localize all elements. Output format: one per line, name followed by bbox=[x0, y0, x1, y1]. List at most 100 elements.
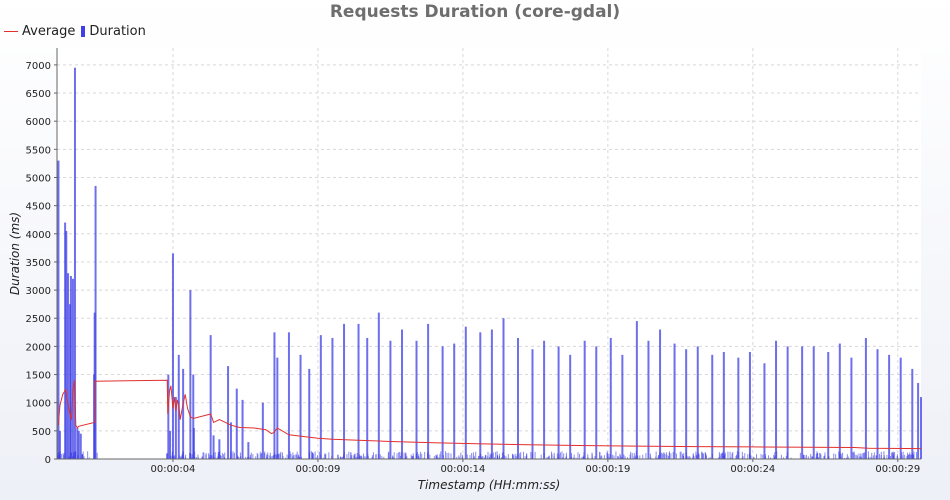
duration-bar bbox=[174, 397, 177, 459]
duration-bar bbox=[319, 335, 322, 459]
x-axis-ticks: 00:00:04 00:00:09 00:00:14 00:00:19 00:00:24… bbox=[151, 459, 920, 475]
legend-duration-label: Duration bbox=[89, 24, 146, 39]
duration-bar bbox=[876, 349, 879, 459]
duration-bar bbox=[775, 340, 778, 459]
grid-lines bbox=[57, 48, 921, 459]
duration-bar bbox=[812, 346, 815, 459]
y-tick-label: 5000 bbox=[26, 173, 51, 184]
duration-bar bbox=[635, 321, 638, 459]
duration-bar bbox=[73, 67, 76, 460]
duration-bar bbox=[920, 397, 922, 459]
duration-bar bbox=[827, 352, 830, 459]
duration-bar bbox=[366, 337, 369, 459]
duration-bar bbox=[899, 357, 902, 459]
duration-bar bbox=[167, 374, 170, 459]
y-tick-label: 3500 bbox=[26, 258, 51, 269]
duration-bar bbox=[595, 346, 598, 459]
average-line-swatch bbox=[4, 31, 18, 32]
duration-bar bbox=[441, 346, 444, 459]
duration-bar bbox=[171, 253, 174, 459]
duration-bar bbox=[69, 276, 72, 459]
duration-bar-swatch bbox=[81, 26, 86, 37]
y-tick-label: 1000 bbox=[26, 399, 51, 410]
duration-bar bbox=[166, 453, 169, 459]
duration-bar bbox=[415, 340, 418, 459]
duration-bar bbox=[377, 312, 380, 459]
duration-bar bbox=[241, 399, 244, 459]
duration-bar bbox=[76, 428, 79, 459]
duration-bar bbox=[218, 439, 221, 459]
duration-bar bbox=[427, 323, 430, 459]
duration-bar bbox=[261, 402, 264, 459]
y-tick-label: 1500 bbox=[26, 371, 51, 382]
duration-bar bbox=[659, 329, 662, 459]
legend: Average Duration bbox=[4, 24, 152, 39]
y-tick-label: 500 bbox=[32, 427, 51, 438]
duration-bar bbox=[94, 185, 97, 459]
duration-bar bbox=[722, 352, 725, 459]
duration-bar bbox=[58, 430, 61, 459]
duration-bar bbox=[917, 382, 920, 459]
duration-bar bbox=[569, 354, 572, 459]
y-tick-label: 2500 bbox=[26, 314, 51, 325]
average-line bbox=[57, 379, 922, 450]
x-tick-label: 00:00:09 bbox=[295, 464, 340, 475]
y-tick-label: 6000 bbox=[26, 117, 51, 128]
duration-bar bbox=[479, 332, 482, 459]
duration-bar bbox=[212, 435, 215, 459]
duration-bar bbox=[516, 337, 519, 459]
duration-bar bbox=[531, 349, 534, 459]
duration-bar bbox=[838, 343, 841, 459]
duration-bar bbox=[169, 430, 172, 459]
duration-bar bbox=[763, 363, 766, 459]
duration-bar bbox=[247, 442, 250, 459]
duration-bar bbox=[192, 428, 195, 459]
y-axis-label: Duration (ms) bbox=[8, 212, 22, 295]
duration-bar bbox=[229, 422, 232, 459]
duration-bar bbox=[182, 368, 185, 459]
legend-item-duration: Duration bbox=[81, 24, 146, 39]
duration-bar bbox=[647, 340, 650, 459]
duration-bar bbox=[343, 323, 346, 459]
x-axis-label: Timestamp (HH:mm:ss) bbox=[418, 478, 561, 492]
duration-bar bbox=[71, 278, 74, 459]
duration-bar bbox=[401, 329, 404, 459]
y-tick-label: 4500 bbox=[26, 202, 51, 213]
duration-bar bbox=[299, 354, 302, 459]
duration-bar bbox=[77, 430, 80, 459]
y-tick-label: 4000 bbox=[26, 230, 51, 241]
y-tick-label: 0 bbox=[45, 455, 51, 466]
duration-bar bbox=[227, 366, 230, 459]
duration-bar bbox=[685, 349, 688, 459]
duration-bar bbox=[453, 343, 456, 459]
duration-bar bbox=[696, 346, 699, 459]
duration-bar bbox=[557, 346, 560, 459]
duration-bar bbox=[583, 340, 586, 459]
duration-bar bbox=[273, 332, 276, 459]
duration-bar bbox=[64, 222, 67, 459]
duration-bar bbox=[464, 326, 467, 459]
duration-noise bbox=[56, 451, 918, 459]
x-tick-label: 00:00:19 bbox=[585, 464, 630, 475]
x-tick-label: 00:00:29 bbox=[875, 464, 920, 475]
duration-bar bbox=[189, 290, 192, 459]
duration-bar bbox=[235, 388, 238, 459]
duration-bar bbox=[786, 346, 789, 459]
y-axis-ticks: 0 500 1000 1500 2000 2500 3000 3500 4000 4500 5000… bbox=[26, 61, 57, 466]
duration-bar bbox=[621, 354, 624, 459]
duration-bar bbox=[502, 318, 505, 459]
duration-bar bbox=[609, 337, 612, 459]
x-tick-label: 00:00:04 bbox=[151, 464, 196, 475]
x-tick-label: 00:00:24 bbox=[730, 464, 775, 475]
duration-bar bbox=[65, 230, 68, 459]
duration-bar bbox=[737, 357, 740, 459]
duration-bar bbox=[911, 368, 914, 459]
duration-bar bbox=[673, 343, 676, 459]
y-tick-label: 2000 bbox=[26, 342, 51, 353]
y-tick-label: 3000 bbox=[26, 286, 51, 297]
duration-bar bbox=[543, 340, 546, 459]
duration-bar bbox=[57, 160, 60, 460]
plot-area bbox=[57, 48, 921, 459]
legend-item-average: Average bbox=[4, 24, 75, 39]
